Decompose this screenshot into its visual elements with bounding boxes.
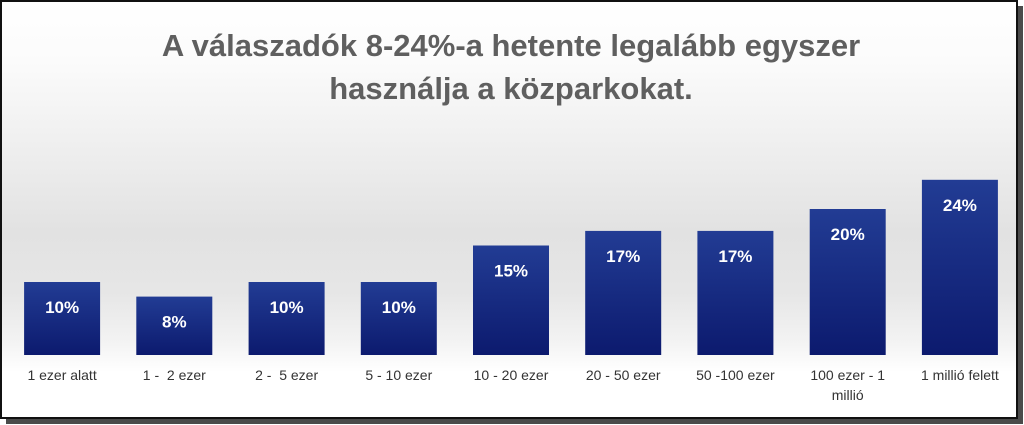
- category-label-3: 2 - 5 ezer: [255, 367, 318, 383]
- category-label-8-line-1: 100 ezer - 1: [810, 367, 885, 383]
- category-label-5: 10 - 20 ezer: [474, 367, 549, 383]
- bar-2: [136, 296, 213, 355]
- category-label-7: 50 -100 ezer: [696, 367, 775, 383]
- category-label-1: 1 ezer alatt: [27, 367, 96, 383]
- bar-4: [360, 282, 437, 355]
- category-label-4: 5 - 10 ezer: [365, 367, 432, 383]
- chart-title-line-2: használja a közparkokat.: [329, 71, 693, 106]
- category-label-2: 1 - 2 ezer: [143, 367, 206, 383]
- frame-shadow-bottom: [6, 419, 1023, 424]
- bars: 10% 8% 10% 10% 15% 17% 17% 20% 24%: [24, 179, 998, 355]
- category-labels: 1 ezer alatt 1 - 2 ezer 2 - 5 ezer 5 - 10 e…: [27, 367, 998, 403]
- bar-7: [697, 230, 774, 355]
- bar-8: [809, 209, 886, 355]
- chart-title: A válaszadók 8-24%-a hetente legalább eg…: [2, 24, 1016, 110]
- category-label-6: 20 - 50 ezer: [586, 367, 661, 383]
- bar-6: [585, 230, 662, 355]
- bar-value-label-3: 10%: [270, 298, 304, 317]
- chart-title-line-1: A válaszadók 8-24%-a hetente legalább eg…: [161, 28, 861, 63]
- bar-value-label-6: 17%: [606, 247, 640, 266]
- bar-value-label-5: 15%: [494, 262, 528, 281]
- category-label-8-line-2: millió: [832, 387, 864, 403]
- bar-value-label-2: 8%: [162, 313, 187, 332]
- frame-shadow-right: [1018, 6, 1023, 424]
- bar-value-label-9: 24%: [943, 196, 977, 215]
- bar-value-label-8: 20%: [831, 225, 865, 244]
- bar-1: [24, 282, 101, 355]
- category-label-9: 1 millió felett: [921, 367, 999, 383]
- bar-value-label-7: 17%: [718, 247, 752, 266]
- bar-chart: 10%8%10% 10%15%17% 17%20%24% 1 ezer alatt 1…: [24, 179, 999, 403]
- bar-value-label-1: 10%: [45, 298, 79, 317]
- bar-value-label-4: 10%: [382, 298, 416, 317]
- bar-9: [921, 179, 998, 355]
- bar-5: [473, 245, 549, 355]
- bar-3: [248, 282, 325, 355]
